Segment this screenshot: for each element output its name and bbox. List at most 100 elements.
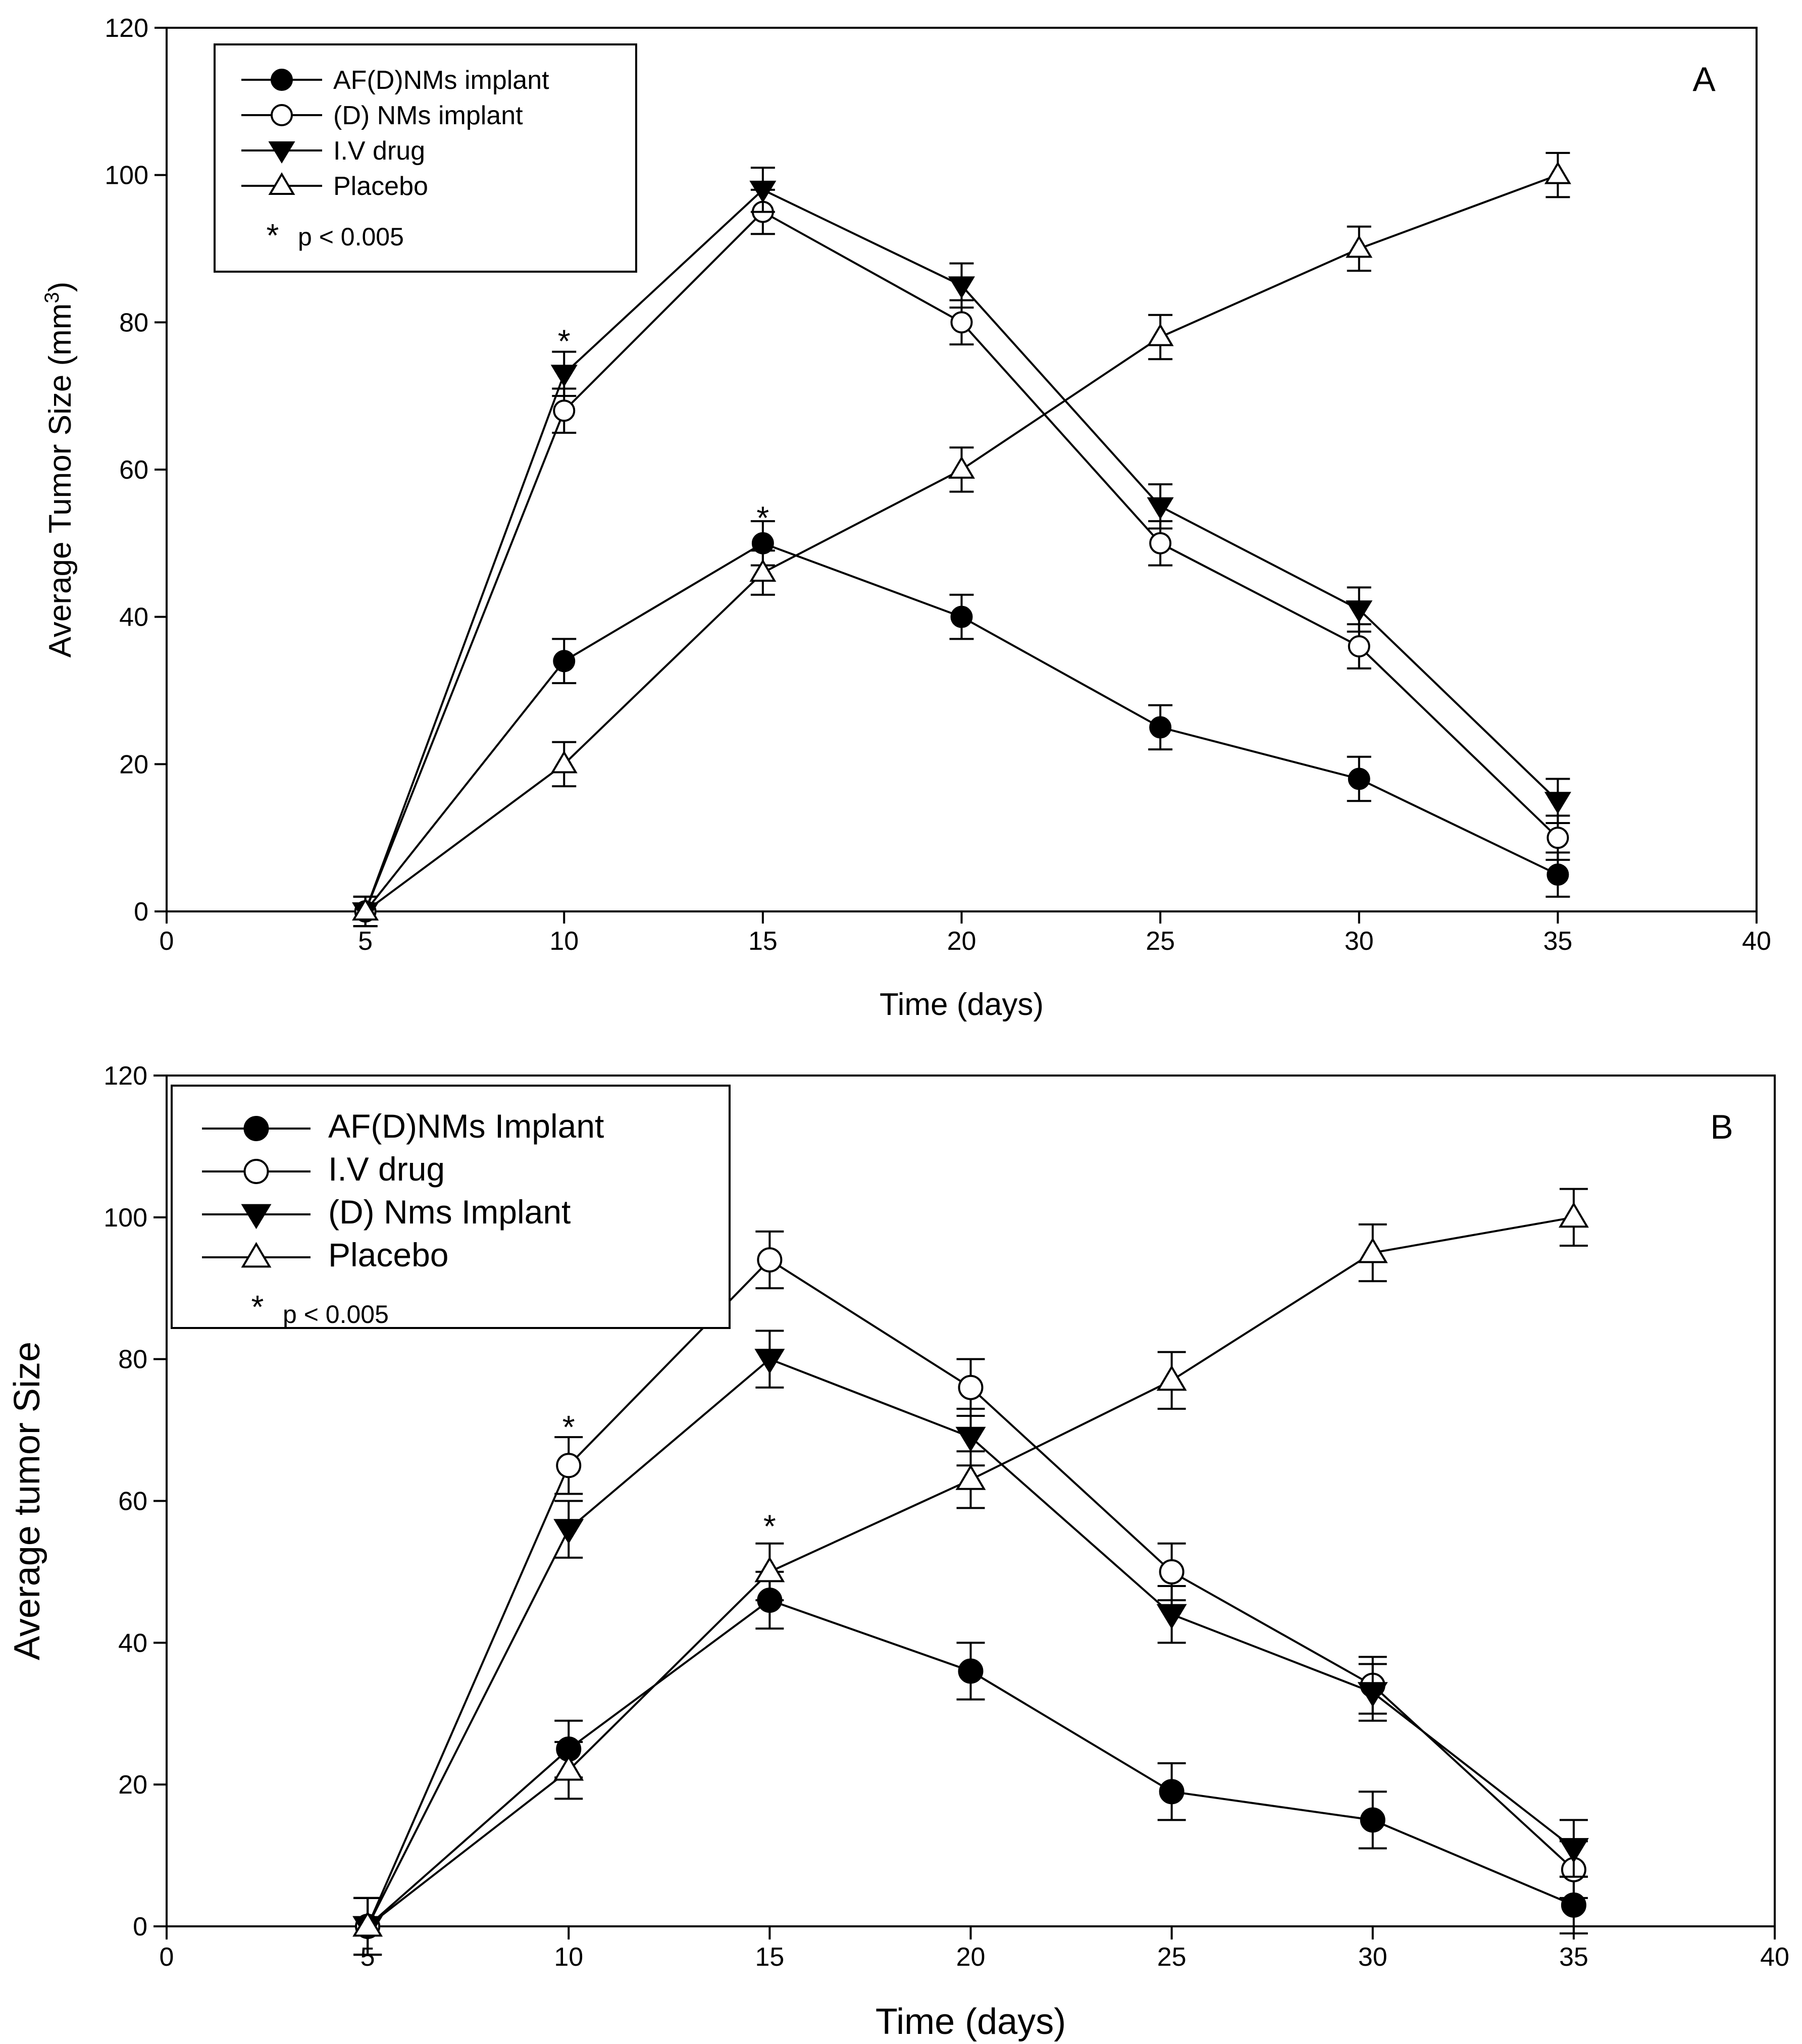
panel-label: A <box>1692 60 1716 98</box>
data-point <box>352 898 379 921</box>
legend-label: AF(D)NMs implant <box>333 66 549 95</box>
data-point <box>1156 1365 1187 1391</box>
y-tick-label: 60 <box>119 455 148 485</box>
significance-star: * <box>756 500 769 536</box>
x-tick-label: 30 <box>1358 1943 1387 1972</box>
legend-marker <box>268 172 295 195</box>
y-axis-title-close: ) <box>43 282 78 292</box>
data-point <box>550 750 578 774</box>
data-point <box>948 456 975 479</box>
data-point <box>1149 532 1172 554</box>
data-point <box>1156 1604 1187 1629</box>
data-point <box>553 650 576 673</box>
data-point <box>958 1658 984 1684</box>
x-tick-label: 20 <box>947 927 976 956</box>
legend-entry: Placebo <box>241 172 428 201</box>
legend-label: I.V drug <box>333 136 425 166</box>
data-point <box>754 1556 785 1582</box>
data-point <box>352 1911 383 1937</box>
data-point <box>1544 161 1571 184</box>
x-tick-label: 10 <box>549 927 579 956</box>
data-point <box>1348 768 1370 790</box>
x-tick-label: 0 <box>160 1943 174 1972</box>
data-point <box>553 1755 584 1781</box>
legend-entry: Placebo <box>202 1236 449 1273</box>
x-tick-label: 40 <box>1760 1943 1789 1972</box>
y-tick-label: 80 <box>118 1345 147 1374</box>
y-tick-label: 40 <box>119 603 148 632</box>
data-point <box>1547 863 1569 886</box>
y-tick-label: 80 <box>119 308 148 337</box>
data-point <box>754 1349 785 1374</box>
series-3 <box>352 151 1571 928</box>
y-tick-label: 120 <box>105 14 148 43</box>
legend-marker <box>241 1204 272 1230</box>
data-point <box>1159 1779 1185 1805</box>
data-point <box>1558 1838 1589 1863</box>
data-point <box>553 399 576 422</box>
y-axis-title: Average Tumor Size (mm3) <box>41 282 78 658</box>
y-axis-title-text: Average tumor Size <box>7 1342 47 1660</box>
data-point <box>948 276 975 299</box>
y-axis-title-superscript: 3 <box>41 292 63 303</box>
series-3 <box>352 1188 1589 1956</box>
legend-label: Placebo <box>333 172 428 201</box>
legend-significance-star: * <box>267 217 279 253</box>
x-tick-label: 5 <box>358 927 373 956</box>
legend: AF(D)NMs Implant I.V drug (D) Nms Implant P… <box>171 1085 731 1329</box>
data-point <box>955 1464 986 1490</box>
data-point <box>950 311 973 334</box>
x-axis-title: Time (days) <box>876 2002 1066 2042</box>
x-tick-label: 35 <box>1543 927 1572 956</box>
data-point <box>1357 1682 1388 1707</box>
series-2 <box>352 167 1571 928</box>
x-tick-label: 10 <box>554 1943 583 1972</box>
data-point <box>749 559 777 582</box>
legend-marker <box>243 1116 269 1141</box>
legend-marker <box>268 141 295 164</box>
series-0 <box>353 1570 1588 1956</box>
data-point <box>1544 792 1571 814</box>
y-tick-label: 100 <box>105 161 148 190</box>
data-point <box>1159 1559 1185 1585</box>
legend-entry: (D) NMs implant <box>241 101 523 130</box>
panel-label: B <box>1710 1108 1733 1146</box>
y-axis-title-text: Average Tumor Size (mm <box>43 303 78 658</box>
data-point <box>950 605 973 628</box>
significance-star: * <box>558 323 571 360</box>
legend-label: Placebo <box>328 1236 449 1273</box>
data-point <box>757 1247 783 1273</box>
legend-significance-star: * <box>251 1289 264 1325</box>
data-point <box>1357 1237 1388 1263</box>
y-tick-label: 0 <box>133 1912 147 1941</box>
legend-entry: I.V drug <box>202 1150 445 1188</box>
data-point <box>556 1453 582 1478</box>
y-tick-label: 0 <box>134 897 148 927</box>
legend-marker <box>271 104 293 126</box>
significance-star: * <box>763 1508 776 1545</box>
data-point <box>1360 1807 1385 1833</box>
y-tick-label: 120 <box>104 1061 147 1091</box>
data-point <box>1348 635 1370 657</box>
data-point <box>1346 235 1373 258</box>
x-axis-title: Time (days) <box>880 987 1044 1022</box>
legend-label: (D) NMs implant <box>333 101 523 130</box>
legend-significance-note: p < 0.005 <box>298 223 404 251</box>
legend-entry: I.V drug <box>241 136 425 166</box>
y-axis-title: Average tumor Size <box>7 1342 47 1660</box>
data-point <box>1147 497 1174 520</box>
data-point <box>1558 1202 1589 1228</box>
legend-entry: AF(D)NMs implant <box>241 66 549 95</box>
legend-label: AF(D)NMs Implant <box>328 1107 604 1145</box>
x-tick-label: 25 <box>1146 927 1175 956</box>
data-point <box>955 1426 986 1452</box>
data-point <box>1149 716 1172 739</box>
data-point <box>1547 827 1569 849</box>
data-point <box>1346 600 1373 623</box>
legend: AF(D)NMs implant (D) NMs implant I.V drug P… <box>214 43 637 273</box>
y-tick-label: 40 <box>118 1628 147 1658</box>
x-tick-label: 35 <box>1559 1943 1588 1972</box>
x-tick-label: 15 <box>748 927 778 956</box>
